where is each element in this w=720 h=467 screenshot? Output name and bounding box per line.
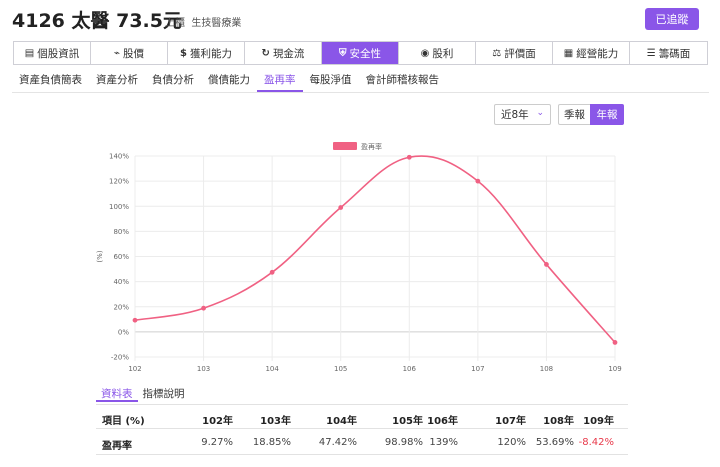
table-cell: 139% [429, 437, 458, 448]
data-point [269, 269, 275, 275]
y-tick-label: 0% [118, 328, 129, 336]
y-tick-label: 40% [113, 278, 129, 286]
series-line [134, 155, 616, 343]
tab-profitability[interactable]: $ 獲利能力 [168, 42, 245, 64]
x-tick-label: 109 [608, 365, 621, 373]
table-cell: -8.42% [578, 437, 614, 448]
subtab-reinvestment-rate[interactable]: 盈再率 [257, 68, 303, 92]
main-tabs: ▤ 個股資訊 ⌁ 股價 $ 獲利能力 ↻ 現金流 ⛨ 安全性 ◉ 股利 ⚖ 評價面 ▦ 經營能力… [13, 41, 708, 65]
y-tick-label: -20% [111, 354, 129, 362]
subtab-asset-analysis[interactable]: 資產分析 [96, 74, 138, 86]
tab-valuation[interactable]: ⚖ 評價面 [476, 42, 553, 64]
y-tick-label: 60% [113, 253, 129, 261]
range-value: 近8年 [501, 109, 529, 121]
subtab-book-value[interactable]: 每股淨值 [309, 74, 352, 86]
coin-icon: ◉ [420, 47, 430, 59]
x-tick-label: 102 [128, 365, 141, 373]
document-icon: ▤ [24, 47, 35, 59]
y-axis-label: (%) [96, 250, 104, 262]
divider [96, 404, 628, 405]
tab-data-table[interactable]: 資料表 [96, 386, 138, 402]
table-cell: 53.69% [535, 437, 574, 448]
annual-toggle[interactable]: 年報 [590, 104, 624, 125]
tab-dividend[interactable]: ◉ 股利 [399, 42, 476, 64]
data-point [544, 262, 549, 267]
x-tick-label: 103 [197, 365, 210, 373]
subtab-audit-report[interactable]: 會計師稽核報告 [365, 74, 440, 86]
quarterly-toggle[interactable]: 季報 [558, 104, 591, 125]
divider [12, 92, 709, 93]
y-tick-label: 140% [109, 153, 129, 161]
data-point [406, 154, 412, 160]
shield-icon: ⛨ [339, 47, 347, 59]
divider [96, 428, 628, 429]
tab-chips[interactable]: ☰ 籌碼面 [646, 47, 691, 60]
table-cell: 120% [497, 437, 526, 448]
data-point [201, 305, 206, 311]
follow-button[interactable]: 已追蹤 [645, 8, 699, 30]
subtab-liability-analysis[interactable]: 負債分析 [152, 74, 194, 86]
subtab-balance-sheet[interactable]: 資產負債簡表 [19, 74, 82, 86]
stock-title: 4126 太醫 73.5元 [12, 10, 182, 32]
x-tick-label: 106 [403, 365, 417, 373]
tab-cashflow[interactable]: ↻ 現金流 [245, 42, 322, 64]
tab-price[interactable]: ⌁ 股價 [91, 42, 168, 64]
legend-swatch [333, 142, 357, 150]
stock-meta: 上櫃 生技醫療業 [165, 14, 241, 29]
y-tick-label: 100% [109, 203, 129, 211]
chart-line-icon: ⌁ [113, 47, 121, 59]
range-select[interactable]: 近8年 ⌄ [494, 104, 551, 125]
sub-tabs: 資產負債簡表 資產分析 負債分析 償債能力 盈再率 每股淨值 會計師稽核報告 [12, 68, 446, 92]
table-row-label: 盈再率 [102, 441, 132, 452]
data-point [132, 317, 138, 323]
table-header-year: 104年 [326, 416, 357, 427]
dollar-icon: $ [180, 47, 187, 59]
table-header-year: 109年 [583, 416, 614, 427]
table-header-year: 103年 [260, 416, 291, 427]
table-tabs: 資料表 指標說明 [96, 386, 190, 402]
x-tick-label: 107 [471, 365, 484, 373]
divider [96, 454, 628, 455]
scale-icon: ⚖ [492, 47, 502, 59]
table-cell: 47.42% [318, 437, 357, 448]
y-tick-label: 120% [109, 178, 129, 186]
subtab-solvency[interactable]: 償債能力 [208, 74, 250, 86]
database-icon: ☰ [646, 47, 656, 59]
table-cell: 9.27% [201, 437, 233, 448]
refresh-icon: ↻ [261, 47, 270, 59]
table-header-year: 102年 [202, 416, 233, 427]
x-tick-label: 104 [265, 365, 279, 373]
table-header-label: 項目 (%) [102, 416, 145, 427]
market-label: 上櫃 [165, 18, 185, 29]
table-header-year: 108年 [543, 416, 574, 427]
tab-stock-info[interactable]: ▤ 個股資訊 [14, 42, 91, 64]
tab-operation[interactable]: ▦ 經營能力 [553, 42, 630, 64]
table-header-year: 107年 [495, 416, 526, 427]
table-header-year: 105年 [392, 416, 423, 427]
tab-safety[interactable]: ⛨ 安全性 [322, 42, 399, 64]
y-tick-label: 20% [113, 303, 129, 311]
chevron-down-icon: ⌄ [536, 108, 544, 118]
table-cell: 18.85% [252, 437, 291, 448]
legend-label: 盈再率 [361, 142, 382, 151]
table-cell: 98.98% [384, 437, 423, 448]
x-tick-label: 108 [540, 365, 553, 373]
data-point [338, 205, 344, 210]
industry-label: 生技醫療業 [191, 18, 242, 29]
data-point [475, 178, 481, 184]
reinvestment-rate-chart: 140% 120% 100% 80% 60% 40% 20% 0% -20% 102 103 104 1… [96, 142, 622, 373]
y-tick-label: 80% [113, 228, 129, 236]
data-point [612, 340, 618, 345]
x-tick-label: 105 [334, 365, 347, 373]
tab-indicator-info[interactable]: 指標說明 [142, 388, 185, 400]
table-header-year: 106年 [427, 416, 458, 427]
building-icon: ▦ [563, 47, 574, 59]
